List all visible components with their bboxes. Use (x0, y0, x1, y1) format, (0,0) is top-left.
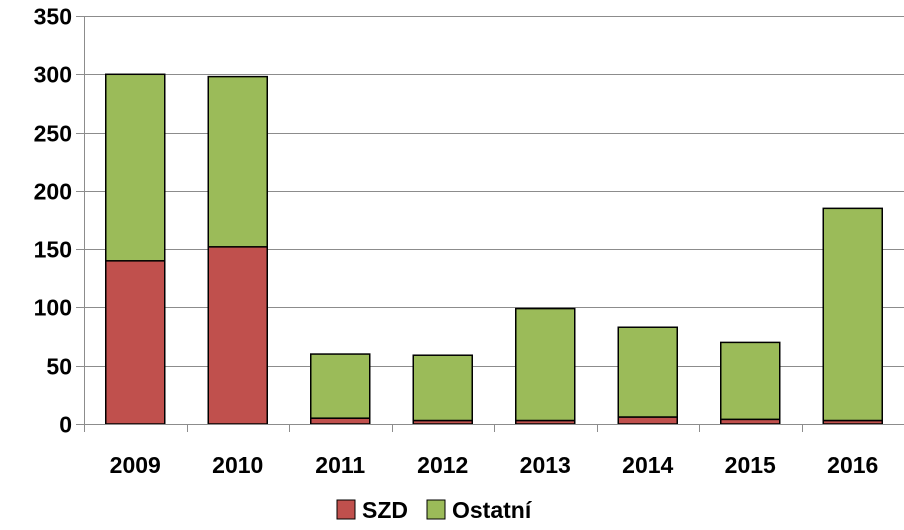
y-tick-label: 250 (34, 121, 72, 147)
bar-szd-2014 (617, 416, 678, 425)
bar-ostatn--2009 (105, 73, 166, 262)
y-tick-labels: 0 50 100 150 200 250 300 350 (34, 4, 72, 438)
x-tick-label: 2012 (417, 452, 468, 478)
bar-ostatn--2011 (310, 353, 371, 419)
bar-ostatn--2014 (617, 326, 678, 418)
bar-ostatn--2010 (207, 75, 268, 248)
legend-swatch-2 (426, 499, 446, 520)
y-tick-label: 100 (34, 295, 72, 321)
x-tick-label: 2016 (827, 452, 878, 478)
legend-label: Ostatní (452, 497, 533, 523)
axes (76, 16, 904, 432)
bar-szd-2009 (105, 260, 166, 425)
bar-szd-2010 (207, 246, 268, 425)
bar-ostatn--2012 (412, 354, 473, 422)
y-tick-label: 300 (34, 62, 72, 88)
gridlines (84, 16, 904, 367)
x-tick-label: 2011 (315, 452, 365, 478)
x-tick-label: 2014 (622, 452, 673, 478)
legend-swatch-1 (336, 499, 356, 520)
x-tick-labels: 2009 2010 2011 2012 2013 2014 2015 2016 (110, 452, 879, 478)
x-tick-label: 2009 (110, 452, 161, 478)
bar-ostatn--2013 (515, 307, 576, 422)
bar-ostatn--2016 (822, 207, 883, 422)
y-tick-label: 0 (59, 412, 72, 438)
bar-szd-2011 (310, 417, 371, 425)
y-tick-label: 150 (34, 237, 72, 263)
legend-label: SZD (362, 497, 408, 523)
y-tick-label: 350 (34, 4, 72, 30)
legend: SZD Ostatní (336, 497, 533, 523)
x-tick-label: 2013 (520, 452, 571, 478)
bars (105, 73, 883, 425)
x-tick-label: 2010 (212, 452, 263, 478)
x-tick-label: 2015 (725, 452, 776, 478)
y-tick-label: 200 (34, 179, 72, 205)
y-tick-label: 50 (46, 354, 72, 380)
bar-ostatn--2015 (720, 341, 781, 421)
